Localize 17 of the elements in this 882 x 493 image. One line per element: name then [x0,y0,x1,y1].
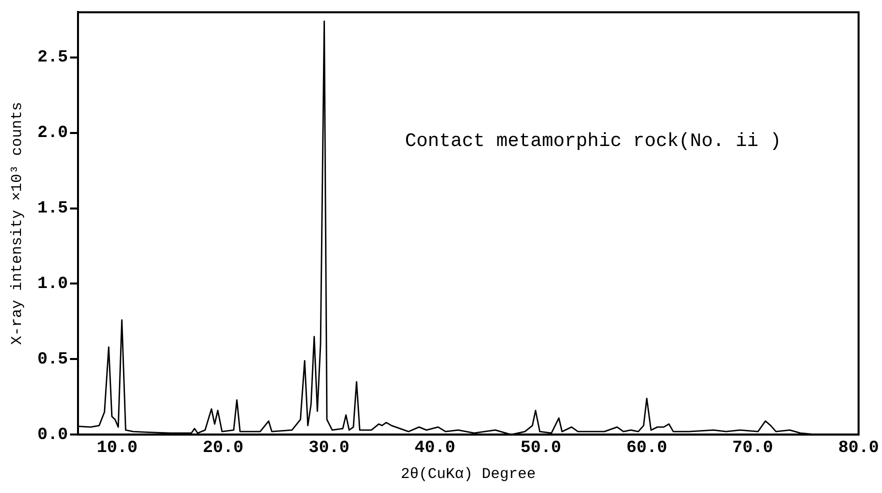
x-tick-label: 30.0 [308,439,350,458]
x-tick-label: 40.0 [414,439,456,458]
y-axis-title: X-ray intensity ×10³ counts [8,102,26,345]
x-axis-title: 2θ(CuKα) Degree [400,466,536,483]
x-tick-label: 10.0 [96,439,138,458]
x-tick-label: 80.0 [838,439,880,458]
x-tick-label: 70.0 [732,439,774,458]
y-tick-label: 0.0 [37,426,68,445]
y-tick-label: 2.0 [37,124,68,144]
x-tick-label: 50.0 [520,439,562,458]
x-tick-label: 60.0 [626,439,668,458]
y-tick-label: 1.5 [37,200,68,219]
annotation: Contact metamorphic rock(No. ii ) [405,130,782,152]
y-tick-label: 2.5 [37,48,68,68]
y-tick-label: 1.0 [37,275,68,294]
y-tick-label: 0.5 [37,350,68,370]
x-tick-label: 20.0 [202,439,244,458]
